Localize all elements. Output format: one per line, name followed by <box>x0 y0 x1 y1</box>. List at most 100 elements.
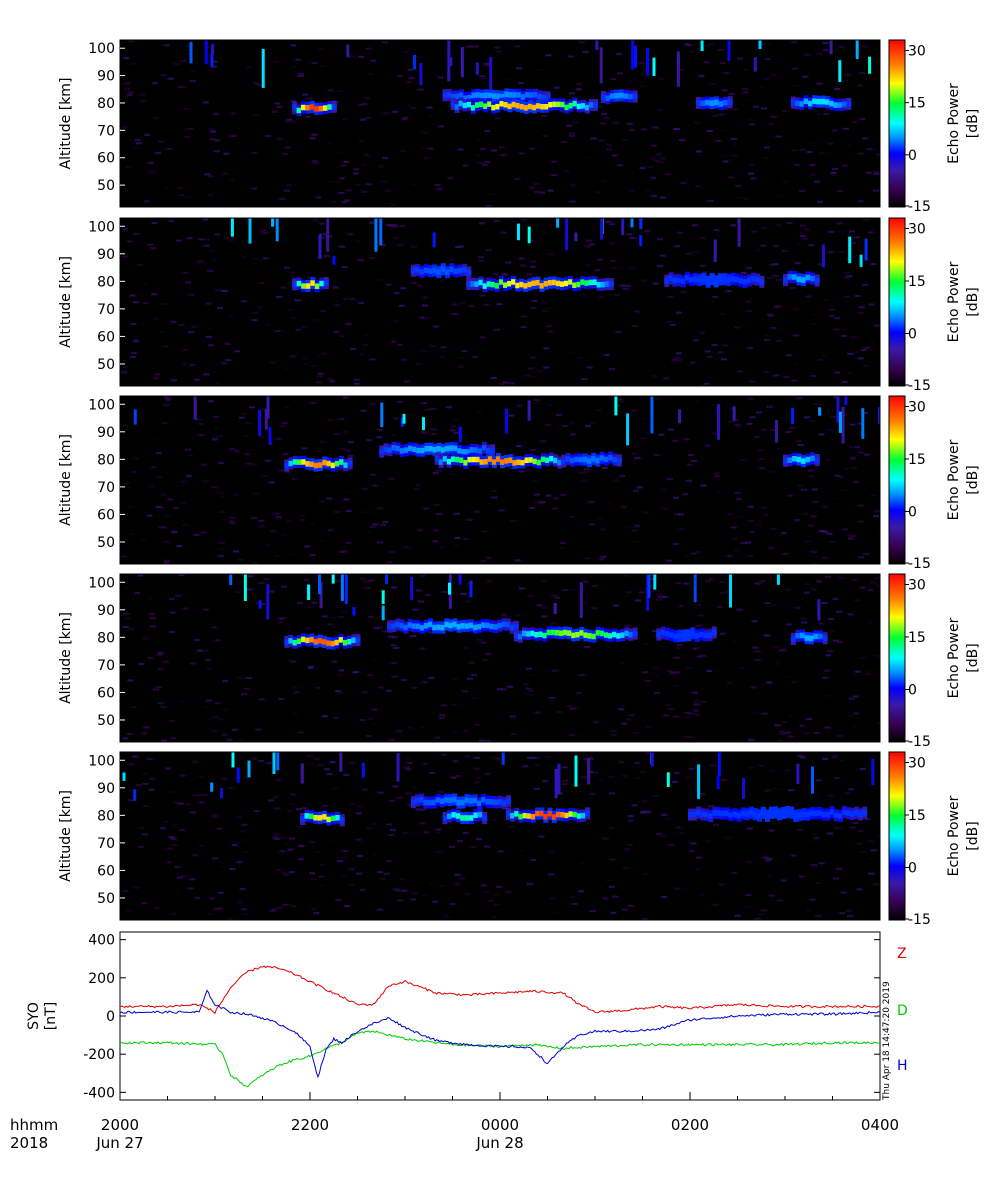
echo-core-cell <box>700 100 706 107</box>
noise-cell <box>326 497 333 500</box>
noise-cell <box>339 447 346 450</box>
echo-core-cell <box>432 447 438 453</box>
noise-cell <box>567 351 574 354</box>
streak-cell <box>189 41 193 64</box>
noise-cell <box>321 715 328 718</box>
colorbar-tick-label: 30 <box>908 43 926 59</box>
echo-core-cell <box>451 812 457 818</box>
noise-cell <box>244 688 251 690</box>
echo-core-cell <box>310 280 316 286</box>
noise-cell <box>327 623 334 626</box>
echo-core-cell <box>712 810 718 816</box>
noise-cell <box>711 903 718 906</box>
streak-cell <box>678 409 682 424</box>
noise-cell <box>390 662 397 665</box>
heatmap-frame <box>119 395 881 565</box>
noise-cell <box>691 459 698 462</box>
noise-cell <box>569 200 576 203</box>
streak-cell <box>264 408 268 430</box>
echo-core-cell <box>545 94 551 101</box>
noise-cell <box>246 588 253 591</box>
noise-cell <box>151 82 158 85</box>
noise-cell <box>514 614 521 617</box>
noise-cell <box>365 183 372 186</box>
noise-cell <box>185 196 192 198</box>
noise-cell <box>585 755 592 758</box>
noise-cell <box>426 114 433 117</box>
noise-cell <box>622 866 629 869</box>
noise-cell <box>627 904 634 907</box>
noise-cell <box>434 529 440 532</box>
echo-core-cell <box>497 799 503 805</box>
streak-cell <box>836 396 840 423</box>
echo-core-cell <box>565 456 571 462</box>
noise-cell <box>198 433 205 436</box>
noise-cell <box>448 473 455 475</box>
noise-cell <box>129 294 136 297</box>
noise-cell <box>193 378 200 381</box>
echo-core-cell <box>330 640 336 647</box>
streak-cell <box>595 40 599 50</box>
noise-cell <box>134 592 141 594</box>
noise-cell <box>760 244 767 247</box>
noise-cell <box>657 265 664 268</box>
noise-cell <box>209 138 216 141</box>
noise-cell <box>393 236 400 239</box>
noise-cell <box>815 881 822 884</box>
noise-cell <box>491 149 497 152</box>
noise-cell <box>873 173 880 175</box>
streak-cell <box>448 582 451 595</box>
noise-cell <box>304 627 311 630</box>
noise-cell <box>468 661 475 664</box>
noise-cell <box>451 313 458 316</box>
streak-cell <box>248 218 252 244</box>
noise-cell <box>176 545 183 548</box>
echo-core-cell <box>596 282 602 288</box>
noise-cell <box>733 549 740 552</box>
echo-core-cell <box>608 633 613 639</box>
noise-cell <box>653 667 660 670</box>
echo-core-cell <box>351 637 357 643</box>
echo-core-cell <box>486 281 492 287</box>
colorbar-fill <box>888 751 906 921</box>
noise-cell <box>811 488 818 491</box>
echo-layer-1 <box>284 633 361 650</box>
noise-cell <box>180 86 187 89</box>
noise-cell <box>416 529 423 532</box>
noise-cell <box>745 541 752 544</box>
series-group <box>120 965 880 1088</box>
noise-cell <box>237 739 244 742</box>
streak-cell <box>556 218 560 228</box>
noise-cell <box>653 159 659 162</box>
noise-cell <box>693 121 700 124</box>
noise-cell <box>458 356 464 359</box>
echo-core-cell <box>515 103 521 109</box>
noise-cell <box>539 501 546 503</box>
noise-cell <box>368 512 375 515</box>
noise-cell <box>743 99 750 102</box>
noise-cell <box>464 892 471 895</box>
noise-cell <box>818 152 825 155</box>
noise-cell <box>395 797 402 800</box>
echo-core-cell <box>335 815 341 821</box>
noise-cell <box>527 595 534 597</box>
streak-cell <box>489 57 493 90</box>
noise-cell <box>840 891 847 894</box>
noise-cell <box>765 859 771 862</box>
noise-cell <box>770 115 777 118</box>
noise-cell <box>342 850 349 852</box>
noise-cell <box>359 719 366 721</box>
noise-cell <box>868 872 875 875</box>
echo-core-cell <box>379 448 385 455</box>
noise-cell <box>612 895 618 898</box>
echo-core-cell <box>707 632 713 638</box>
streak-cell <box>458 574 462 585</box>
noise-cell <box>355 240 362 243</box>
echo-core-cell <box>727 99 733 105</box>
noise-cell <box>155 686 162 689</box>
noise-cell <box>127 628 134 631</box>
noise-cell <box>134 138 141 141</box>
noise-cell <box>386 561 393 564</box>
noise-cell <box>544 756 551 758</box>
echo-core-cell <box>489 799 495 805</box>
